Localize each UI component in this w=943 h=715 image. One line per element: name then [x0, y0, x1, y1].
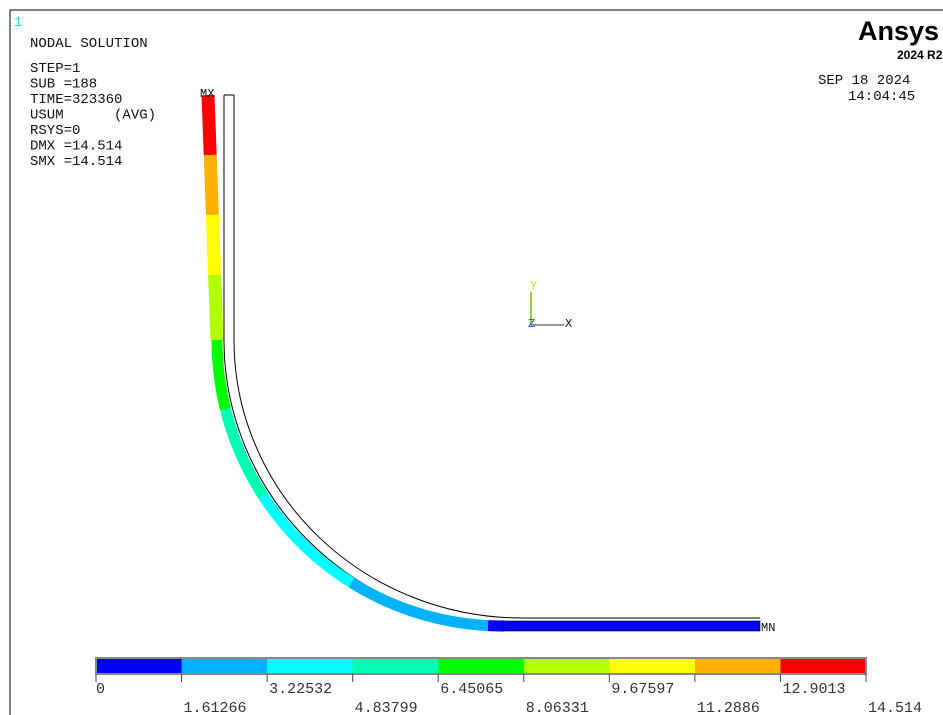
- info-line: USUM (AVG): [30, 108, 156, 124]
- pipe-segment: [212, 215, 214, 275]
- legend-band: [353, 658, 439, 674]
- triad-y: Y: [530, 279, 537, 293]
- legend-band: [524, 658, 610, 674]
- legend-label: 0: [96, 681, 105, 698]
- window-number: 1: [14, 15, 22, 31]
- legend-label: 4.83799: [355, 700, 418, 715]
- legend-band: [438, 658, 524, 674]
- legend-label: 11.2886: [697, 700, 760, 715]
- legend-band: [609, 658, 695, 674]
- pipe-segment: [208, 95, 210, 155]
- legend-band: [267, 658, 353, 674]
- legend-label: 3.22532: [269, 681, 332, 698]
- info-line: RSYS=0: [30, 123, 80, 139]
- info-line: SUB =188: [30, 77, 97, 93]
- info-line: STEP=1: [30, 61, 80, 77]
- legend-band: [182, 658, 268, 674]
- legend-label: 12.9013: [782, 681, 845, 698]
- info-line: SMX =14.514: [30, 154, 122, 170]
- date: SEP 18 2024: [818, 73, 910, 89]
- legend-label: 9.67597: [611, 681, 674, 698]
- pipe-segment: [210, 155, 212, 215]
- pipe-segment: [503, 621, 760, 631]
- graphics-window: 1 NODAL SOLUTION SEP 18 2024 14:04:45 An…: [0, 0, 943, 715]
- plot-title: NODAL SOLUTION: [30, 36, 148, 52]
- triad-x: X: [565, 317, 572, 331]
- triad-z: Z: [528, 317, 535, 331]
- info-line: TIME=323360: [30, 92, 122, 108]
- info-line: DMX =14.514: [30, 139, 122, 155]
- max-label: MX: [200, 87, 214, 101]
- legend-label: 6.45065: [440, 681, 503, 698]
- legend-label: 1.61266: [184, 700, 247, 715]
- logo-name: Ansys: [858, 16, 939, 46]
- legend-band: [780, 658, 866, 674]
- time: 14:04:45: [848, 89, 915, 105]
- min-label: MN: [761, 621, 775, 635]
- legend-label: 14.514: [868, 700, 922, 715]
- legend-band: [695, 658, 781, 674]
- legend-band: [96, 658, 182, 674]
- legend-label: 8.06331: [526, 700, 589, 715]
- logo-version: 2024 R2: [897, 48, 943, 62]
- pipe-segment: [215, 275, 217, 341]
